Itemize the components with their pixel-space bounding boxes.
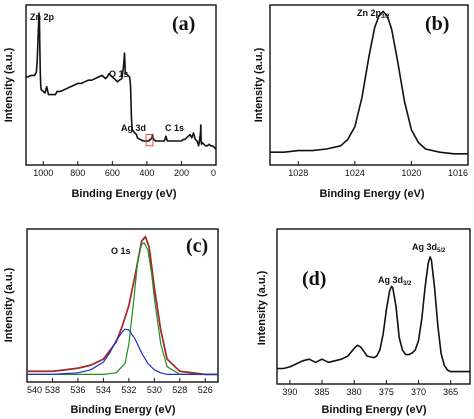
- panel-b-x-tick-labels: 1028 1024 1020 1016: [288, 168, 468, 178]
- panel-b-annotation-subscript: 3/2: [381, 14, 390, 20]
- panel-d-annotation-ag3d32-main: Ag 3d: [378, 275, 403, 285]
- panel-a-label: (a): [172, 13, 195, 35]
- panel-d: 390 385 380 375 370 365 (d) Ag 3d3/2 Ag 3d5/2…: [256, 228, 471, 416]
- panel-b-frame: [269, 4, 469, 166]
- panel-c-x-tick-labels: 540 538 536 534 532 530 528 526: [27, 385, 213, 395]
- panel-d-annotation-ag3d52-sub: 5/2: [437, 248, 446, 254]
- panel-c-x-ticks: [26, 378, 206, 382]
- panel-b-x-ticks: [297, 161, 469, 165]
- panel-c-series-line-1: [27, 235, 218, 376]
- panel-c-series-line-2: [27, 236, 218, 375]
- panel-c-x-tick-label-2: 538: [45, 385, 60, 395]
- panel-a-x-tick-label-1: 1000: [33, 168, 53, 178]
- panel-a: 1000 800 600 400 200 0 (a) Zn 2p O 1s Ag 3d C…: [3, 4, 217, 200]
- panel-d-x-tick-label-2: 385: [315, 387, 330, 397]
- panel-a-annotation-ag3d: Ag 3d: [121, 123, 146, 133]
- panel-b-y-axis-title: Intensity (a.u.): [253, 47, 265, 122]
- panel-d-plot-area: [277, 256, 470, 373]
- panel-c-annotation-o1s: O 1s: [111, 246, 131, 256]
- panel-d-x-tick-label-1: 390: [282, 387, 297, 397]
- panel-d-x-tick-labels: 390 385 380 375 370 365: [282, 387, 458, 397]
- panel-c-x-tick-label-4: 534: [96, 385, 111, 395]
- panel-d-x-ticks: [289, 380, 452, 384]
- panel-c-series-line-4: [27, 328, 218, 375]
- panel-a-x-tick-label-4: 400: [139, 168, 154, 178]
- panel-a-x-tick-label-3: 600: [105, 168, 120, 178]
- panel-b-x-tick-label-4: 1016: [448, 168, 468, 178]
- panel-c-label: (c): [186, 235, 208, 257]
- panel-a-frame: [25, 4, 217, 166]
- panel-b-x-axis-title: Binding Energy (eV): [319, 188, 424, 200]
- panel-d-annotation-ag3d52-main: Ag 3d: [412, 242, 437, 252]
- panel-d-x-tick-label-6: 365: [443, 387, 458, 397]
- panel-d-annotation-ag3d32: Ag 3d3/2: [378, 275, 412, 287]
- panel-c-x-tick-label-3: 536: [70, 385, 85, 395]
- panel-a-annotation-c1s: C 1s: [165, 123, 184, 133]
- panel-b-x-tick-label-2: 1024: [345, 168, 365, 178]
- panel-b-annotation-zn2p32: Zn 2p3/2: [357, 8, 390, 20]
- panel-c-plot-area: [27, 235, 218, 376]
- panel-c-x-axis-title: Binding Energy (eV): [70, 404, 175, 416]
- panel-d-x-tick-label-5: 370: [411, 387, 426, 397]
- panel-b-label: (b): [425, 13, 449, 35]
- panel-a-series-line-1: [26, 12, 217, 150]
- panel-a-x-ticks: [42, 161, 217, 165]
- panel-c-x-tick-label-8: 526: [198, 385, 213, 395]
- panel-d-x-tick-label-4: 375: [379, 387, 394, 397]
- panel-a-plot-area: [26, 12, 217, 150]
- panel-d-annotation-ag3d32-sub: 3/2: [403, 281, 412, 287]
- panel-d-x-tick-label-3: 380: [347, 387, 362, 397]
- panel-c-x-tick-label-6: 530: [147, 385, 162, 395]
- panel-d-y-axis-title: Intensity (a.u.): [256, 270, 268, 345]
- panel-d-x-axis-title: Binding Energy (eV): [321, 404, 426, 416]
- panel-c-y-axis-title: Intensity (a.u.): [3, 267, 15, 342]
- panel-b: 1028 1024 1020 1016 (b) Zn 2p3/2 Intensity …: [253, 4, 469, 200]
- panel-b-plot-area: [270, 10, 468, 155]
- panel-b-series-line-1: [270, 10, 468, 155]
- panel-c-x-tick-label-5: 532: [121, 385, 136, 395]
- panel-a-annotation-zn2p: Zn 2p: [30, 12, 55, 22]
- panel-a-x-axis-title: Binding Energy (eV): [71, 188, 176, 200]
- panel-c: 540 538 536 534 532 530 528 526 (c) O 1s Intens…: [3, 228, 219, 416]
- panel-a-x-tick-label-6: 0: [211, 168, 216, 178]
- panel-d-annotation-ag3d52: Ag 3d5/2: [412, 242, 446, 254]
- panel-a-y-axis-title: Intensity (a.u.): [3, 47, 15, 122]
- panel-b-x-tick-label-3: 1020: [401, 168, 421, 178]
- panel-c-frame: [26, 228, 219, 383]
- panel-c-x-tick-label-1: 540: [27, 385, 42, 395]
- panel-c-x-tick-label-7: 528: [172, 385, 187, 395]
- panel-b-annotation-main: Zn 2p: [357, 8, 382, 18]
- panel-d-frame: [276, 228, 471, 385]
- panel-b-x-tick-label-1: 1028: [288, 168, 308, 178]
- panel-a-annotation-o1s: O 1s: [109, 69, 129, 79]
- panel-d-series-line-1: [277, 256, 470, 373]
- panel-a-x-tick-label-5: 200: [174, 168, 189, 178]
- panel-d-label: (d): [302, 268, 326, 290]
- panel-a-ag3d-region-box: [145, 134, 154, 147]
- panel-a-x-tick-labels: 1000 800 600 400 200 0: [33, 168, 216, 178]
- panel-a-x-tick-label-2: 800: [70, 168, 85, 178]
- panel-c-series-line-3: [27, 242, 218, 375]
